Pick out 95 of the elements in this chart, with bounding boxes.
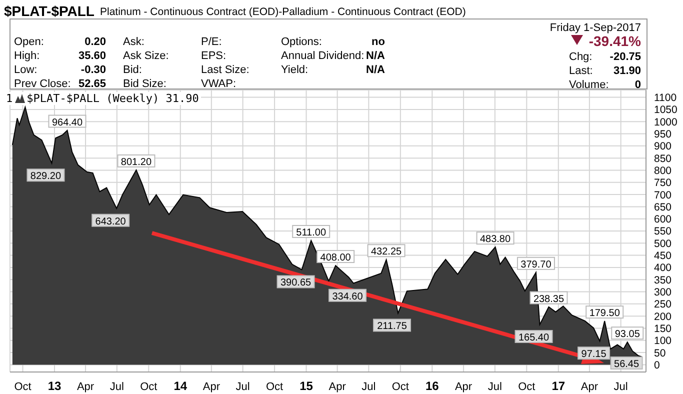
text: -39.41% — [588, 33, 642, 49]
x-tick-label: 13 — [48, 379, 62, 393]
annotation: 408.00 — [320, 252, 352, 264]
y-tick-label: 300 — [654, 286, 672, 299]
annotation: 829.20 — [30, 171, 62, 182]
text: Ask Size: — [123, 50, 169, 62]
annotation: 211.75 — [377, 321, 408, 332]
y-tick-label: 500 — [654, 238, 672, 250]
text: Last: — [569, 65, 593, 77]
annotation: 97.15 — [581, 349, 607, 360]
text: Last Size: — [201, 64, 250, 76]
x-tick-label: Oct — [392, 381, 409, 393]
y-tick-label: 50 — [654, 347, 666, 360]
annotation: 643.20 — [95, 216, 126, 228]
x-tick-label: Jul — [236, 381, 250, 393]
y-tick-label: 550 — [654, 226, 672, 238]
text: Prev Close: — [14, 78, 71, 90]
annotation: 511.00 — [296, 227, 326, 238]
y-tick-label: 850 — [654, 152, 672, 165]
text: Options: — [281, 36, 322, 48]
annotation: 0 — [634, 79, 641, 91]
annotation: 432.25 — [370, 246, 402, 258]
x-tick-label: Jul — [488, 381, 502, 393]
x-tick-label: 17 — [552, 379, 566, 393]
annotation: 1 — [6, 92, 13, 105]
y-tick-label: 100 — [654, 335, 672, 348]
x-tick-label: Oct — [140, 381, 158, 393]
text: P/E: — [201, 36, 222, 48]
text: Bid: — [123, 64, 142, 76]
y-tick-label: 750 — [654, 177, 672, 190]
text: Ask: — [123, 36, 144, 48]
x-tick-label: 15 — [300, 379, 314, 393]
text: Low: — [14, 64, 38, 76]
text: Yield: — [281, 64, 308, 76]
y-tick-label: 0 — [654, 359, 660, 372]
text: High: — [14, 50, 40, 62]
annotation: 93.05 — [614, 329, 640, 340]
y-tick-label: 1050 — [654, 104, 678, 116]
y-tick-label: 150 — [654, 322, 672, 335]
x-tick-label: Oct — [518, 381, 536, 393]
annotation: 964.40 — [52, 117, 83, 128]
annotation: 165.40 — [518, 332, 550, 344]
text: Annual Dividend: — [281, 50, 364, 62]
x-tick-label: Oct — [266, 381, 284, 393]
x-tick-label: Apr — [328, 381, 346, 393]
text: Chg: — [569, 51, 592, 63]
x-tick-label: Apr — [454, 381, 472, 393]
text: 35.60 — [78, 50, 106, 62]
y-tick-label: 200 — [654, 310, 672, 323]
x-tick-label: 14 — [174, 379, 188, 393]
text: N/A — [366, 64, 386, 76]
y-tick-label: 350 — [654, 274, 672, 286]
x-tick-label: Apr — [76, 381, 94, 393]
annotation: 390.65 — [280, 278, 312, 289]
annotation: 483.80 — [480, 234, 512, 246]
text: 31.90 — [613, 65, 641, 77]
x-tick-label: Apr — [580, 381, 598, 393]
y-tick-label: 400 — [654, 262, 672, 274]
annotation: 238.35 — [533, 294, 564, 305]
text: 0.20 — [84, 36, 106, 48]
text: -0.30 — [80, 64, 106, 76]
text: Friday 1-Sep-2017 — [550, 22, 641, 34]
legend-label: $PLAT-$PALL (Weekly) 31.90 — [26, 92, 199, 105]
y-tick-label: 900 — [654, 140, 672, 153]
text: -20.75 — [610, 51, 641, 63]
text: VWAP: — [201, 78, 236, 90]
y-tick-label: 1000 — [654, 116, 678, 128]
text: N/A — [366, 50, 386, 62]
annotation: Volume: — [569, 79, 609, 91]
annotation: 56.45 — [614, 358, 640, 370]
annotation: 801.20 — [120, 156, 152, 168]
x-tick-label: 16 — [425, 379, 440, 393]
chart-subtitle: Platinum - Continuous Contract (EOD)-Palladium - Continuous Contract (EOD) — [100, 6, 466, 18]
annotation: 179.50 — [589, 308, 620, 320]
chart-title: $PLAT-$PALL — [4, 3, 95, 19]
x-tick-label: Apr — [202, 381, 220, 393]
y-tick-label: 450 — [654, 250, 672, 262]
text: EPS: — [201, 50, 226, 62]
x-tick-label: Jul — [614, 381, 628, 393]
x-tick-label: Jul — [362, 381, 376, 393]
y-tick-label: 700 — [654, 189, 672, 202]
y-tick-label: 1100 — [654, 92, 677, 104]
text: 52.65 — [78, 78, 106, 90]
annotation: 334.60 — [332, 291, 364, 302]
y-tick-label: 650 — [654, 201, 672, 214]
annotation: 379.70 — [520, 259, 552, 270]
text: Bid Size: — [123, 78, 166, 90]
y-tick-label: 600 — [654, 214, 672, 226]
y-tick-label: 950 — [654, 128, 672, 140]
y-tick-label: 250 — [654, 298, 672, 311]
y-tick-label: 800 — [654, 164, 672, 177]
text: no — [372, 36, 386, 48]
text: Open: — [14, 36, 44, 48]
x-tick-label: Jul — [110, 381, 124, 393]
x-tick-label: Oct — [14, 381, 32, 393]
